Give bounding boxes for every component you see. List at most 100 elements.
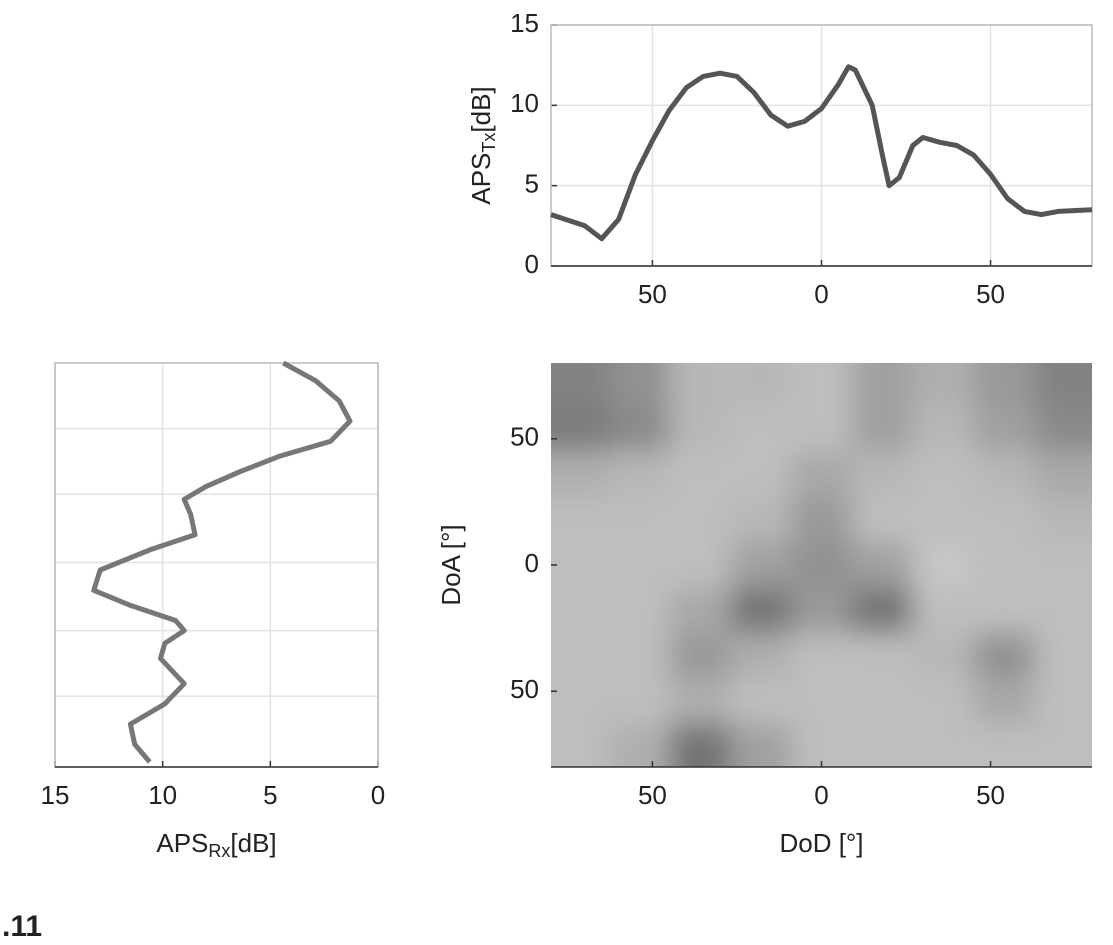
heatmap-cell xyxy=(912,542,974,588)
label-main: APS xyxy=(466,153,496,205)
heatmap xyxy=(551,363,1092,767)
x-tick-label: 50 xyxy=(976,780,1005,810)
heatmap-cell xyxy=(912,724,974,767)
data-line xyxy=(550,64,1093,242)
heatmap-cell xyxy=(912,678,974,725)
y-tick-label: 0 xyxy=(525,249,539,279)
heatmap-cell xyxy=(730,678,792,725)
heatmap-cell xyxy=(551,633,609,679)
y-axis-label: DoA [°] xyxy=(436,524,466,605)
heatmap-cell xyxy=(730,587,792,634)
heatmap-cell xyxy=(851,542,913,588)
heatmap-cell xyxy=(551,496,609,543)
heatmap-cell xyxy=(973,496,1035,543)
heatmap-cell xyxy=(608,542,670,588)
heatmap-cell xyxy=(973,724,1035,767)
heatmap-cell xyxy=(608,724,670,767)
heatmap-cell xyxy=(851,587,913,634)
heatmap-cell xyxy=(973,587,1035,634)
y-tick-label: 50 xyxy=(510,674,539,704)
heatmap-cell xyxy=(730,405,792,452)
heatmap-cell xyxy=(973,363,1035,406)
heatmap-cell xyxy=(1034,633,1092,679)
heatmap-cell xyxy=(912,633,974,679)
heatmap-cell xyxy=(608,633,670,679)
heatmap-cell xyxy=(551,363,609,406)
heatmap-cell xyxy=(551,451,609,497)
x-axis-label: DoD [°] xyxy=(779,828,863,858)
heatmap-cell xyxy=(669,587,731,634)
heatmap-cell xyxy=(608,451,670,497)
heatmap-cell xyxy=(1034,587,1092,634)
heatmap-cell xyxy=(669,724,731,767)
heatmap-cell xyxy=(730,633,792,679)
heatmap-cell xyxy=(730,496,792,543)
heatmap-cell xyxy=(973,542,1035,588)
heatmap-cell xyxy=(973,678,1035,725)
heatmap-cell xyxy=(730,724,792,767)
heatmap-cell xyxy=(730,542,792,588)
heatmap-cells xyxy=(551,363,1092,767)
y-tick-label: 50 xyxy=(510,422,539,452)
heatmap-cell xyxy=(730,363,792,406)
heatmap-cell xyxy=(912,451,974,497)
heatmap-cell xyxy=(669,542,731,588)
heatmap-cell xyxy=(608,363,670,406)
heatmap-cell xyxy=(551,542,609,588)
label-sub: Rx xyxy=(208,841,230,861)
heatmap-cell xyxy=(851,451,913,497)
label-unit: [dB] xyxy=(230,828,276,858)
label-main: APS xyxy=(156,828,208,858)
heatmap-cell xyxy=(851,724,913,767)
heatmap-cell xyxy=(791,451,852,497)
axis-label: APSRx[dB] xyxy=(156,828,276,861)
axis-label: APSTx[dB] xyxy=(466,86,499,204)
heatmap-cell xyxy=(791,724,852,767)
heatmap-cell xyxy=(669,451,731,497)
heatmap-cell xyxy=(973,405,1035,452)
x-tick-label: 50 xyxy=(638,780,667,810)
heatmap-cell xyxy=(912,496,974,543)
heatmap-cell xyxy=(791,496,852,543)
heatmap-cell xyxy=(669,496,731,543)
plot-frame xyxy=(54,362,379,768)
y-tick-label: 0 xyxy=(525,548,539,578)
heatmap-cell xyxy=(1034,542,1092,588)
x-tick-label: 0 xyxy=(371,780,385,810)
x-tick-label: 50 xyxy=(638,279,667,309)
heatmap-cell xyxy=(851,496,913,543)
heatmap-cell xyxy=(608,678,670,725)
heatmap-cell xyxy=(791,542,852,588)
heatmap-cell xyxy=(973,633,1035,679)
heatmap-cell xyxy=(912,587,974,634)
heatmap-cell xyxy=(851,405,913,452)
heatmap-cell xyxy=(1034,451,1092,497)
heatmap-cell xyxy=(1034,724,1092,767)
heatmap-cell xyxy=(608,405,670,452)
heatmap-cell xyxy=(851,363,913,406)
x-tick-label: 10 xyxy=(148,780,177,810)
heatmap-cell xyxy=(608,496,670,543)
heatmap-cell xyxy=(1034,363,1092,406)
x-tick-label: 5 xyxy=(263,780,277,810)
label-unit: [dB] xyxy=(466,86,496,132)
heatmap-cell xyxy=(669,633,731,679)
heatmap-cell xyxy=(551,678,609,725)
y-tick-label: 10 xyxy=(510,88,539,118)
y-tick-label: 5 xyxy=(525,169,539,199)
heatmap-cell xyxy=(791,363,852,406)
x-tick-label: 0 xyxy=(814,279,828,309)
caption: .11 xyxy=(2,910,42,943)
heatmap-cell xyxy=(791,405,852,452)
heatmap-cell xyxy=(730,451,792,497)
heatmap-cell xyxy=(851,633,913,679)
heatmap-cell xyxy=(791,633,852,679)
heatmap-cell xyxy=(551,724,609,767)
heatmap-cell xyxy=(912,405,974,452)
heatmap-cell xyxy=(669,405,731,452)
x-tick-label: 0 xyxy=(814,780,828,810)
x-tick-label: 50 xyxy=(976,279,1005,309)
heatmap-cell xyxy=(1034,496,1092,543)
heatmap-cell xyxy=(669,363,731,406)
